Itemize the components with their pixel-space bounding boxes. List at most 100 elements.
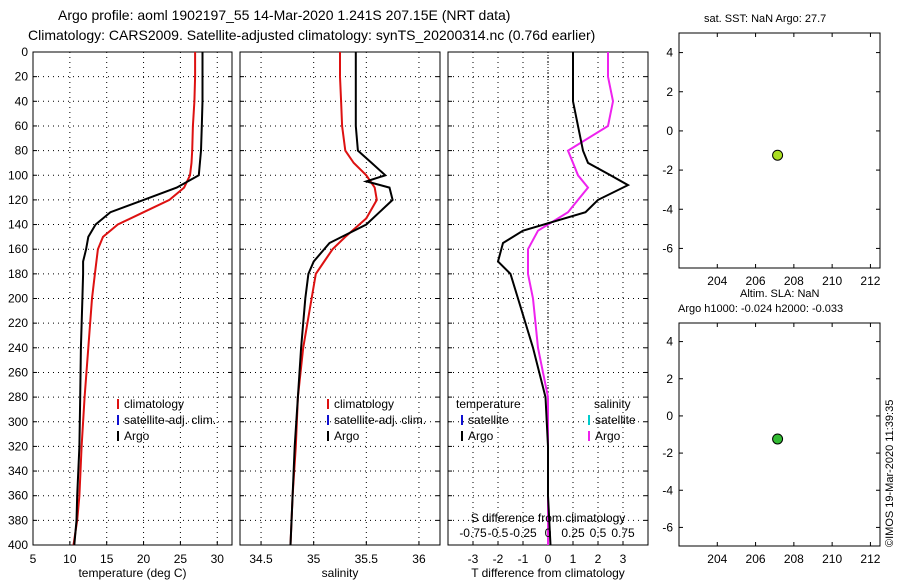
- sla-map-ytick-label: 0: [666, 409, 673, 423]
- salinity-legend-climatology-label: climatology: [334, 397, 394, 411]
- sla-map-xtick-label: 210: [822, 552, 842, 566]
- temperature-legend-satellite-label: satellite-adj. clim.: [124, 413, 216, 427]
- salinity-xlabel: salinity: [322, 566, 359, 580]
- difference-xtick-label: 1: [570, 552, 577, 566]
- temperature-xtick-label: 30: [211, 552, 225, 566]
- difference-legend-t-argo-label: Argo: [468, 429, 494, 443]
- depth-tick-label: 180: [8, 267, 28, 281]
- difference-legend-s-argo-label: Argo: [595, 429, 621, 443]
- sla-map-xtick-label: 206: [746, 552, 766, 566]
- salinity-xtick-label: 34.5: [249, 552, 273, 566]
- sla-map-xtick-label: 212: [860, 552, 880, 566]
- salinity-xtick-label: 36: [412, 552, 426, 566]
- sst-map-ytick-label: 0: [666, 124, 673, 138]
- sst-map-ytick-label: 4: [666, 46, 673, 60]
- sst-map-xtick-label: 208: [784, 274, 804, 288]
- salinity-climatology-line: [289, 52, 378, 546]
- temperature-xtick-label: 5: [30, 552, 37, 566]
- depth-tick-label: 120: [8, 193, 28, 207]
- sla-map-argo-marker: [772, 433, 784, 445]
- sst-title: sat. SST: NaN Argo: 27.7: [704, 13, 826, 25]
- difference-s-tick-label: 0.25: [561, 526, 585, 540]
- difference-legend-t-satellite-label: satellite: [468, 413, 509, 427]
- depth-tick-label: 220: [8, 316, 28, 330]
- temperature-panel: 0 20 40 60 80 100 120 140 160 180 200 220 240 260 280 3…: [8, 45, 233, 580]
- depth-tick-label: 140: [8, 218, 28, 232]
- difference-temperature-argo-line: [496, 52, 631, 546]
- sst-map-xtick-label: 204: [707, 274, 727, 288]
- depth-tick-label: 260: [8, 365, 28, 379]
- sla-map-ytick-label: 4: [666, 335, 673, 349]
- imos-timestamp: ©IMOS 19-Mar-2020 11:39:35: [884, 400, 896, 547]
- sla-map-frame: [678, 322, 881, 547]
- difference-xtick-label: 3: [620, 552, 627, 566]
- difference-xtick-label: 2: [595, 552, 602, 566]
- temperature-xtick-label: 10: [63, 552, 77, 566]
- sla-title-line1: Altim. SLA: NaN: [740, 288, 820, 300]
- temperature-frame: [32, 51, 233, 546]
- temperature-xtick-label: 20: [137, 552, 151, 566]
- sla-map-ytick-label: 2: [666, 372, 673, 386]
- depth-tick-label: 60: [15, 119, 29, 133]
- figure-title-line2: Climatology: CARS2009. Satellite-adjuste…: [28, 27, 595, 43]
- sla-map-xtick-label: 204: [707, 552, 727, 566]
- sla-map-ytick-label: -6: [662, 520, 673, 534]
- sla-map-ytick-label: -4: [662, 483, 673, 497]
- sst-map-ytick-label: -4: [662, 202, 673, 216]
- salinity-legend-satellite-label: satellite-adj. clim.: [334, 413, 426, 427]
- temperature-legend-argo-label: Argo: [124, 429, 150, 443]
- depth-tick-label: 400: [8, 538, 28, 552]
- sst-map-ytick-label: -2: [662, 163, 673, 177]
- temperature-argo-line: [73, 52, 204, 546]
- sla-map-ytick-label: -2: [662, 446, 673, 460]
- difference-panel: -3 -2 -1 0 1 2 3T difference from climatology -…: [447, 51, 649, 580]
- depth-tick-label: 280: [8, 390, 28, 404]
- sst-map-xtick-label: 212: [860, 274, 880, 288]
- depth-tick-label: 100: [8, 168, 28, 182]
- difference-s-tick-label: -0.25: [509, 526, 537, 540]
- difference-s-label: S difference from climatology: [471, 511, 626, 525]
- difference-xlabel: T difference from climatology: [471, 566, 625, 580]
- sst-map-frame: [678, 32, 881, 269]
- figure-title-line1: Argo profile: aoml 1902197_55 14-Mar-202…: [58, 7, 510, 23]
- sst-map-argo-marker: [772, 149, 784, 161]
- temperature-climatology-line: [72, 52, 197, 546]
- difference-xtick-label: 0: [545, 552, 552, 566]
- depth-tick-label: 160: [8, 242, 28, 256]
- temperature-xtick-label: 25: [174, 552, 188, 566]
- difference-xtick-label: -1: [518, 552, 529, 566]
- sst-map-ytick-label: -6: [662, 241, 673, 255]
- difference-s-tick-label: -0.75: [459, 526, 487, 540]
- depth-tick-label: 360: [8, 489, 28, 503]
- difference-s-tick-label: 0.75: [611, 526, 635, 540]
- difference-legend-salinity-title: salinity: [594, 397, 631, 411]
- depth-tick-label: 340: [8, 464, 28, 478]
- difference-legend-temperature-title: temperature: [456, 397, 521, 411]
- difference-s-tick-label: 0.5: [590, 526, 607, 540]
- sst-map-ytick-label: 2: [666, 85, 673, 99]
- salinity-xtick-label: 35.5: [355, 552, 379, 566]
- difference-xtick-label: -3: [468, 552, 479, 566]
- temperature-legend-climatology-label: climatology: [124, 397, 184, 411]
- difference-legend-s-satellite-label: satellite: [595, 413, 636, 427]
- depth-tick-label: 240: [8, 341, 28, 355]
- salinity-argo-line: [289, 52, 394, 546]
- depth-tick-label: 20: [15, 70, 29, 84]
- depth-tick-label: 200: [8, 292, 28, 306]
- sst-map-panel: 4 2 0 -2 -4 -6 204 206 208 210 212: [662, 32, 881, 288]
- sla-map-xtick-label: 208: [784, 552, 804, 566]
- sst-map-xtick-label: 210: [822, 274, 842, 288]
- difference-s-tick-label: 0: [545, 526, 552, 540]
- sla-title-line2: Argo h1000: -0.024 h2000: -0.033: [678, 303, 843, 315]
- salinity-panel: 34.5 35 35.5 36 salinity climatology satellite…: [239, 51, 441, 580]
- sla-map-panel: 4 2 0 -2 -4 -6 204 206 208 210 212: [662, 322, 881, 566]
- difference-xtick-label: -2: [493, 552, 504, 566]
- depth-tick-label: 300: [8, 415, 28, 429]
- depth-tick-label: 320: [8, 439, 28, 453]
- depth-tick-label: 40: [15, 94, 29, 108]
- salinity-legend-argo-label: Argo: [334, 429, 360, 443]
- salinity-xtick-label: 35: [307, 552, 321, 566]
- temperature-xtick-label: 15: [100, 552, 114, 566]
- difference-salinity-argo-line: [527, 52, 615, 545]
